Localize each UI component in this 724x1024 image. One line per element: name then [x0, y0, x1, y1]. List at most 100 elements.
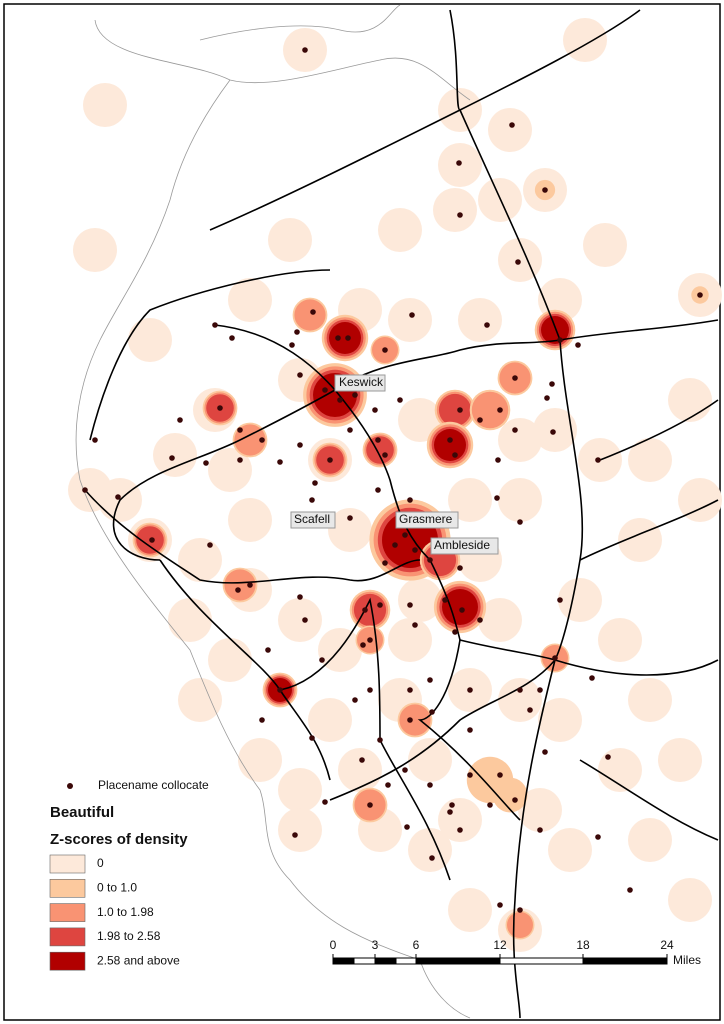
density-blob: [178, 678, 222, 722]
density-blob: [228, 498, 272, 542]
scale-segment: [395, 957, 417, 965]
place-point: [452, 629, 458, 635]
place-point: [375, 437, 381, 443]
place-point: [542, 749, 548, 755]
place-point: [203, 460, 209, 466]
road: [279, 597, 521, 881]
density-blob: [399, 704, 431, 736]
place-point: [407, 717, 413, 723]
legend-classes: 0 0 to 1.0 1.0 to 1.98 1.98 to 2.58 2.58 and…: [49, 854, 180, 971]
place-point: [92, 437, 98, 443]
place-point: [322, 387, 328, 393]
place-point: [457, 565, 463, 571]
place-point: [397, 397, 403, 403]
place-point: [447, 809, 453, 815]
place-point: [289, 342, 295, 348]
density-blob: [498, 238, 542, 282]
scale-label: 18: [576, 938, 590, 952]
legend-dot: [67, 783, 73, 789]
place-point: [409, 312, 415, 318]
legend-swatch: [49, 878, 86, 898]
place-point: [345, 335, 351, 341]
coast: [75, 19, 471, 1019]
place-point: [327, 457, 333, 463]
place-point: [362, 607, 368, 613]
density-blob: [488, 108, 532, 152]
place-point: [517, 519, 523, 525]
density-blob: [558, 578, 602, 622]
density-blob: [408, 828, 452, 872]
legend-class-label: 2.58 and above: [97, 953, 180, 967]
legend-class-label: 0 to 1.0: [97, 880, 137, 894]
legend-class-label: 1.98 to 2.58: [97, 929, 161, 943]
density-blob: [328, 508, 372, 552]
scale-label: 3: [372, 938, 379, 952]
place-point: [467, 727, 473, 733]
place-point: [382, 452, 388, 458]
road: [209, 9, 719, 676]
place-point: [259, 437, 265, 443]
place-point: [497, 902, 503, 908]
place-point: [309, 735, 315, 741]
place-point: [297, 594, 303, 600]
density-blob: [583, 223, 627, 267]
density-blob: [268, 218, 312, 262]
place-point: [484, 322, 490, 328]
density-blob: [224, 569, 256, 601]
scale-label: 24: [660, 938, 674, 952]
place-point: [477, 417, 483, 423]
density-blob: [228, 278, 272, 322]
place-point: [447, 437, 453, 443]
density-blob: [73, 228, 117, 272]
place-point: [512, 797, 518, 803]
place-point: [259, 717, 265, 723]
place-label: Scafell: [294, 512, 330, 526]
place-point: [512, 375, 518, 381]
place-point: [382, 347, 388, 353]
place-point: [452, 452, 458, 458]
density-blob: [668, 878, 712, 922]
place-point: [294, 329, 300, 335]
place-point: [627, 887, 633, 893]
coastline: [75, 4, 471, 1019]
place-point: [459, 607, 465, 613]
density-blob: [658, 738, 702, 782]
coast: [199, 4, 401, 41]
place-point: [367, 802, 373, 808]
place-point: [512, 427, 518, 433]
place-point: [377, 602, 383, 608]
place-point: [557, 597, 563, 603]
label-box: [334, 374, 386, 392]
scale-segment: [499, 957, 584, 965]
density-blob: [433, 188, 477, 232]
place-point: [277, 687, 283, 693]
place-labels: Keswick Scafell Grasmere Ambleside: [290, 374, 499, 555]
place-point: [337, 397, 343, 403]
density-blob: [378, 208, 422, 252]
place-point: [442, 597, 448, 603]
legend-class-label: 1.0 to 1.98: [97, 905, 154, 919]
place-point: [544, 395, 550, 401]
place-point: [309, 497, 315, 503]
legend-title: Beautiful: [50, 804, 114, 821]
place-point: [412, 622, 418, 628]
density-blob: [563, 18, 607, 62]
place-point: [265, 647, 271, 653]
density-blob: [388, 298, 432, 342]
scale-unit: Miles: [673, 953, 701, 967]
density-blob: [668, 378, 712, 422]
place-point: [377, 737, 383, 743]
density-blob: [448, 888, 492, 932]
place-point: [457, 407, 463, 413]
place-point: [372, 407, 378, 413]
place-point: [517, 907, 523, 913]
density-blob: [498, 678, 542, 722]
legend: Placename collocate Beautiful Z-scores o…: [49, 778, 209, 971]
place-point: [359, 757, 365, 763]
place-point: [375, 487, 381, 493]
place-point: [402, 532, 408, 538]
density-blob: [68, 468, 112, 512]
place-point: [404, 824, 410, 830]
legend-swatch: [49, 951, 86, 971]
